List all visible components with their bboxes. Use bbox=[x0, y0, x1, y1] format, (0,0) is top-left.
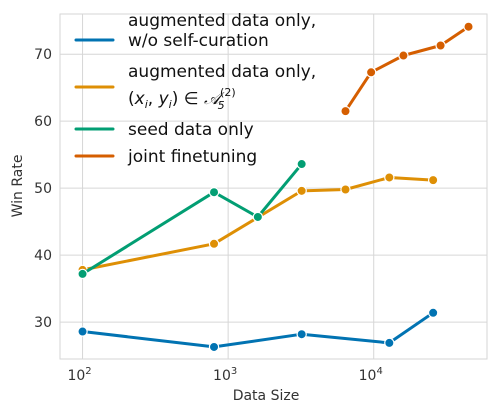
plot-area bbox=[60, 14, 487, 359]
data-point bbox=[427, 307, 439, 318]
y-tick-label: 70 bbox=[34, 47, 52, 63]
data-point bbox=[208, 186, 220, 198]
data-point bbox=[296, 185, 307, 197]
legend: augmented data only,w/o self-curationaug… bbox=[74, 11, 316, 167]
data-point bbox=[384, 337, 395, 349]
x-tick-label: 102 bbox=[67, 366, 91, 384]
data-point bbox=[340, 184, 351, 195]
legend-entry-3: joint finetuning bbox=[74, 147, 257, 167]
y-tick-label: 60 bbox=[34, 114, 52, 130]
series-line bbox=[81, 162, 304, 276]
legend-entry-2: seed data only bbox=[74, 120, 254, 140]
legend-label: augmented data only, bbox=[128, 11, 316, 31]
data-point bbox=[77, 326, 88, 337]
legend-entry-1: augmented data only, (xi, yi) ∈ 𝒜(2) 5 bbox=[74, 62, 316, 112]
x-axis-label: Data Size bbox=[233, 388, 300, 404]
legend-label: seed data only bbox=[128, 120, 254, 140]
x-tick-label: 104 bbox=[359, 366, 383, 384]
series bbox=[77, 21, 474, 353]
series-0 bbox=[77, 307, 439, 353]
data-point bbox=[384, 172, 395, 183]
y-tick-label: 30 bbox=[34, 315, 52, 331]
data-point bbox=[208, 238, 220, 249]
y-axis-label: Win Rate bbox=[10, 155, 26, 218]
plot-frame bbox=[59, 13, 488, 360]
legend-entry-0: augmented data only,w/o self-curation bbox=[74, 11, 316, 51]
x-tick-label: 103 bbox=[213, 366, 237, 384]
y-tick-label: 50 bbox=[34, 181, 52, 197]
y-tick-label: 40 bbox=[34, 248, 52, 264]
data-point bbox=[252, 211, 264, 223]
legend-label: joint finetuning bbox=[127, 147, 257, 167]
data-point bbox=[427, 174, 439, 186]
legend-label: augmented data only, bbox=[128, 62, 316, 82]
data-point bbox=[296, 329, 307, 340]
series-line bbox=[81, 176, 435, 272]
legend-label-math: (xi, yi) ∈ 𝒜(2) 5 bbox=[128, 86, 236, 112]
data-point bbox=[208, 341, 220, 353]
data-point bbox=[296, 158, 307, 170]
legend-label-line2: w/o self-curation bbox=[128, 31, 269, 51]
data-point bbox=[463, 21, 474, 32]
data-point bbox=[340, 105, 351, 117]
series-3 bbox=[340, 21, 474, 117]
series-2 bbox=[77, 158, 307, 280]
data-point bbox=[365, 67, 377, 78]
data-point bbox=[77, 268, 88, 280]
data-point bbox=[398, 50, 409, 61]
data-point bbox=[435, 40, 446, 51]
